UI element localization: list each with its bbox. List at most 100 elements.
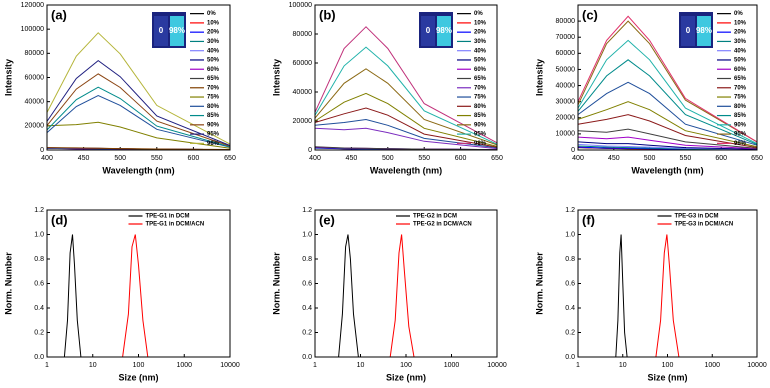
x-axis-title: Size (nm) xyxy=(647,372,687,382)
legend-label: 95% xyxy=(474,132,487,138)
series-line xyxy=(577,136,758,150)
series-line xyxy=(577,128,758,149)
y-tick-label: 20000 xyxy=(25,123,45,130)
y-tick-label: 0.4 xyxy=(34,305,44,312)
legend-label: 75% xyxy=(474,95,487,101)
series-line xyxy=(314,146,498,151)
legend-label: 95% xyxy=(734,132,747,138)
y-tick-label: 0.8 xyxy=(302,256,312,263)
y-tick-label: 1.2 xyxy=(34,207,44,214)
legend-label: TPE-G2 in DCM/ACN xyxy=(413,222,472,228)
series-line xyxy=(577,59,758,145)
series-line xyxy=(122,234,149,358)
x-tick-label: 100 xyxy=(662,362,674,369)
x-tick-label: 550 xyxy=(151,155,163,162)
y-tick-label: 0.8 xyxy=(34,256,44,263)
legend-label: 40% xyxy=(474,48,487,54)
legend-label: TPE-G3 in DCM/ACN xyxy=(675,222,734,228)
x-tick-label: 400 xyxy=(41,155,53,162)
series-line xyxy=(577,39,758,145)
y-tick-label: 40000 xyxy=(556,82,576,89)
series-line xyxy=(46,73,231,147)
legend-label: 85% xyxy=(207,113,220,119)
y-tick-label: 30000 xyxy=(556,99,576,106)
y-tick-label: 1.2 xyxy=(302,207,312,214)
y-tick-label: 20000 xyxy=(293,118,313,125)
vial-bright xyxy=(697,16,711,46)
x-tick-label: 500 xyxy=(114,155,126,162)
x-tick-label: 10000 xyxy=(487,362,507,369)
y-tick-label: 60000 xyxy=(293,60,313,67)
legend-label: 90% xyxy=(734,122,747,128)
legend-label: 60% xyxy=(734,67,747,73)
vial-bright xyxy=(437,16,451,46)
vial-dark xyxy=(681,16,695,46)
legend-label: 30% xyxy=(207,39,220,45)
x-tick-label: 650 xyxy=(491,155,503,162)
x-tick-label: 550 xyxy=(418,155,430,162)
legend-label: TPE-G2 in DCM xyxy=(413,214,457,220)
legend-label: 0% xyxy=(734,11,743,17)
x-tick-label: 400 xyxy=(572,155,584,162)
legend-label: 90% xyxy=(207,122,220,128)
series-line xyxy=(314,68,498,146)
y-tick-label: 1.2 xyxy=(565,207,575,214)
x-tick-label: 1 xyxy=(45,362,49,369)
x-axis-title: Wavelength (nm) xyxy=(631,165,703,175)
legend-label: TPE-G1 in DCM/ACN xyxy=(146,222,205,228)
legend-label: 50% xyxy=(207,58,220,64)
legend-label: 10% xyxy=(474,20,487,26)
legend-label: 60% xyxy=(474,67,487,73)
legend-label: TPE-G3 in DCM xyxy=(675,214,719,220)
legend-label: 98% xyxy=(474,141,487,147)
y-tick-label: 0 xyxy=(571,147,575,154)
y-tick-label: 1.0 xyxy=(302,231,312,238)
x-tick-label: 400 xyxy=(309,155,321,162)
y-axis-title: Intensity xyxy=(534,59,544,96)
legend-label: 98% xyxy=(734,141,747,147)
panel-label: (e) xyxy=(319,212,335,227)
x-axis-title: Wavelength (nm) xyxy=(370,165,442,175)
x-tick-label: 10000 xyxy=(747,362,767,369)
y-tick-label: 0.0 xyxy=(302,354,312,361)
legend-label: 20% xyxy=(474,30,487,36)
y-tick-label: 0.6 xyxy=(34,280,44,287)
legend-label: 75% xyxy=(734,95,747,101)
legend-label: 50% xyxy=(474,58,487,64)
legend-label: 30% xyxy=(474,39,487,45)
legend-label: 30% xyxy=(734,39,747,45)
y-tick-label: 0.2 xyxy=(302,329,312,336)
vial-dark xyxy=(421,16,435,46)
y-tick-label: 0.8 xyxy=(565,256,575,263)
series-line xyxy=(655,234,680,358)
y-tick-label: 10000 xyxy=(556,131,576,138)
series-line xyxy=(615,234,628,358)
legend-label: 20% xyxy=(734,30,747,36)
series-line xyxy=(314,46,498,145)
series-line xyxy=(577,101,758,148)
plot-frame xyxy=(577,4,758,151)
plot-frame xyxy=(314,209,498,358)
y-tick-label: 0.6 xyxy=(565,280,575,287)
legend-label: 10% xyxy=(734,20,747,26)
series-line xyxy=(577,15,758,143)
series-line xyxy=(577,81,758,146)
x-tick-label: 1 xyxy=(576,362,580,369)
legend-label: 0% xyxy=(207,11,216,17)
y-tick-label: 80000 xyxy=(293,31,313,38)
y-tick-label: 0.2 xyxy=(34,329,44,336)
panel-label: (b) xyxy=(319,7,336,22)
x-axis-title: Wavelength (nm) xyxy=(102,165,174,175)
y-tick-label: 70000 xyxy=(556,34,576,41)
vial-label: 98% xyxy=(696,26,712,35)
legend-label: 10% xyxy=(207,20,220,26)
y-tick-label: 0.4 xyxy=(302,305,312,312)
y-tick-label: 1.0 xyxy=(565,231,575,238)
legend-label: 95% xyxy=(207,132,220,138)
vial-label: 98% xyxy=(436,26,452,35)
y-tick-label: 100000 xyxy=(21,26,44,33)
panel-label: (d) xyxy=(51,212,68,227)
series-line xyxy=(314,118,498,149)
series-line xyxy=(577,114,758,149)
plot-frame xyxy=(314,4,498,151)
